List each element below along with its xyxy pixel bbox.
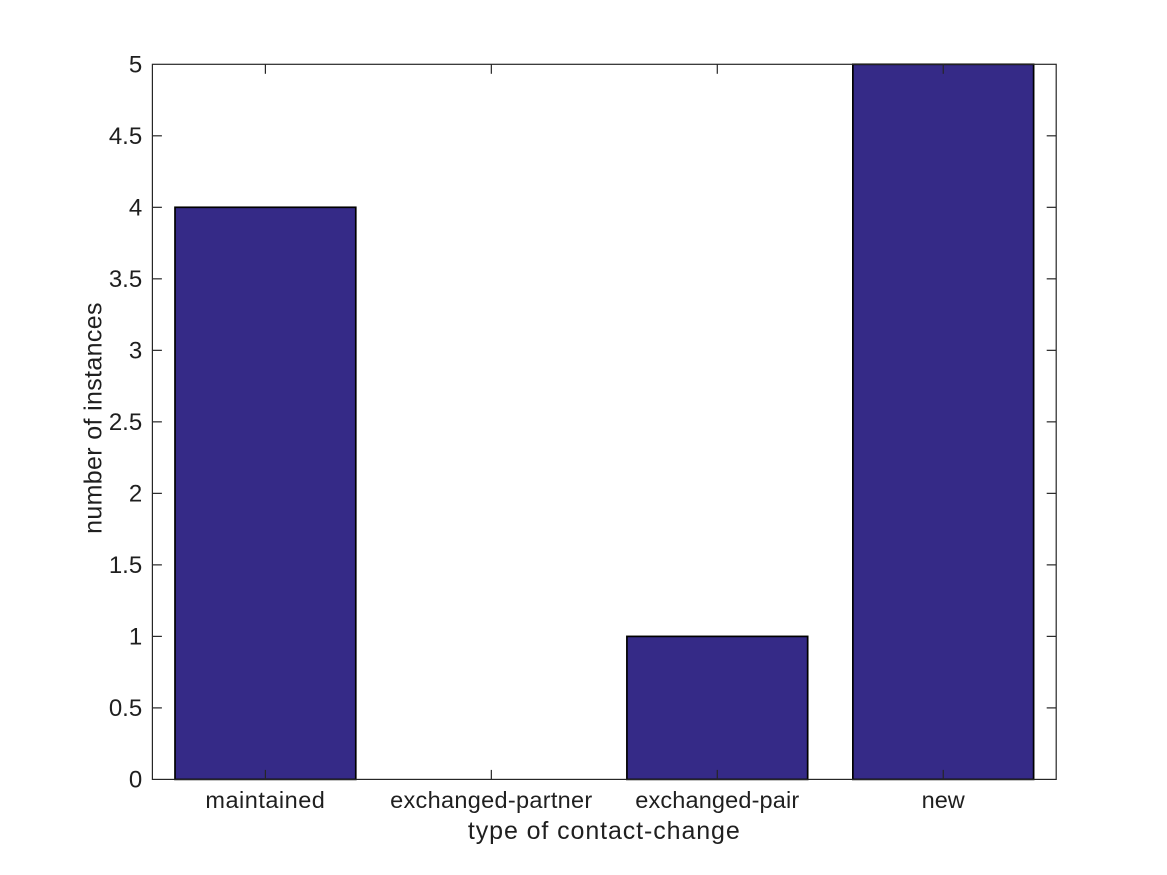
svg-text:exchanged-partner: exchanged-partner bbox=[390, 787, 592, 813]
svg-text:type of contact-change: type of contact-change bbox=[468, 817, 741, 845]
svg-text:4: 4 bbox=[129, 194, 142, 221]
svg-text:1: 1 bbox=[129, 623, 142, 650]
svg-text:3.5: 3.5 bbox=[109, 266, 142, 293]
svg-text:1.5: 1.5 bbox=[109, 552, 142, 579]
svg-text:4.5: 4.5 bbox=[109, 123, 142, 150]
svg-text:new: new bbox=[922, 787, 966, 813]
svg-text:2: 2 bbox=[129, 480, 142, 507]
svg-text:0: 0 bbox=[129, 766, 142, 793]
svg-text:2.5: 2.5 bbox=[109, 409, 142, 436]
svg-text:exchanged-pair: exchanged-pair bbox=[635, 787, 799, 813]
svg-text:3: 3 bbox=[129, 337, 142, 364]
svg-text:maintained: maintained bbox=[205, 787, 325, 813]
svg-text:number of instances: number of instances bbox=[80, 302, 108, 534]
svg-text:0.5: 0.5 bbox=[109, 695, 142, 722]
svg-text:5: 5 bbox=[129, 51, 142, 78]
